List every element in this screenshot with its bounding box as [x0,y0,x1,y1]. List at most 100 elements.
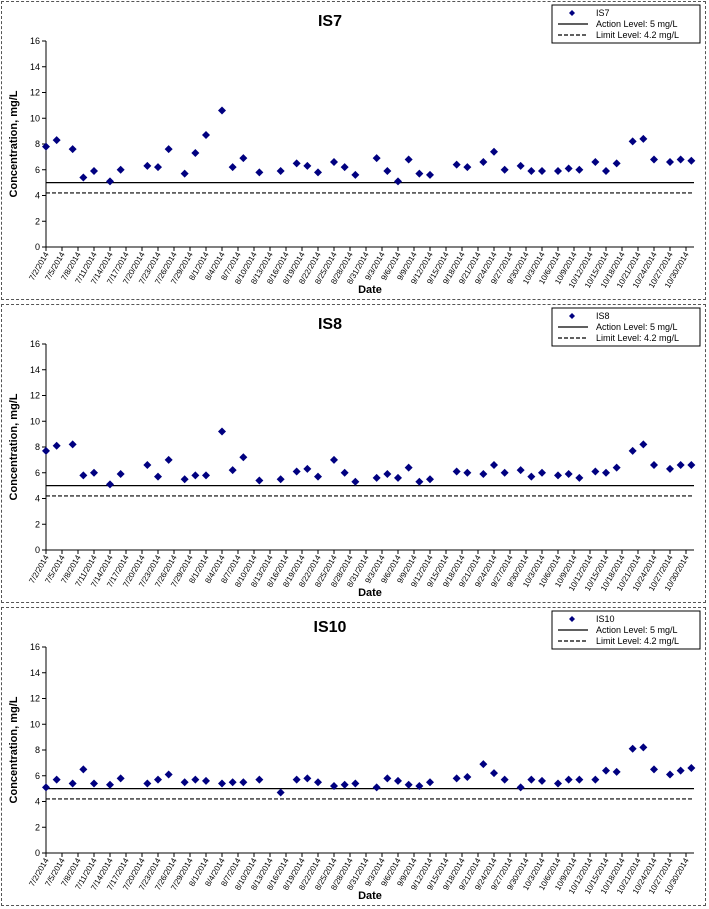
data-point [676,766,685,775]
data-point [218,779,226,788]
data-point [500,775,509,784]
data-point [452,467,461,476]
data-point [527,167,536,176]
data-point [68,145,77,154]
legend-entry: IS7 [596,8,610,18]
y-tick-label: 2 [35,519,40,529]
data-point [218,427,226,436]
data-point [154,472,162,481]
data-point [591,158,600,167]
data-point [666,158,674,167]
data-point [314,778,322,787]
data-point [164,455,173,464]
data-point [404,155,413,164]
data-point [564,164,573,173]
data-point [538,167,546,176]
data-point [68,440,77,449]
data-point [303,161,312,170]
legend-entry: IS8 [596,311,610,321]
data-point [351,170,360,179]
data-point [612,767,621,776]
y-tick-label: 8 [35,745,40,755]
data-point [276,788,285,797]
y-tick-label: 16 [30,642,40,652]
data-point [404,463,413,472]
y-tick-label: 0 [35,848,40,858]
data-point [554,779,562,788]
data-point [191,775,200,784]
y-tick-label: 10 [30,113,40,123]
y-tick-label: 12 [30,391,40,401]
data-point [239,778,248,787]
data-point [666,464,674,473]
y-tick-label: 4 [35,191,40,201]
y-tick-label: 10 [30,416,40,426]
y-tick-label: 14 [30,668,40,678]
data-point [426,475,434,484]
data-point [383,470,392,479]
y-tick-label: 8 [35,442,40,452]
data-point [116,165,125,174]
data-point [202,130,210,139]
legend-entry: Limit Level: 4.2 mg/L [596,30,679,40]
data-point [479,760,488,769]
data-point [490,769,498,778]
data-point [79,173,88,182]
data-point [154,775,162,784]
data-point [143,779,152,788]
y-tick-label: 0 [35,242,40,252]
legend-marker [569,313,575,319]
legend-entry: Limit Level: 4.2 mg/L [596,333,679,343]
data-point [180,475,189,484]
data-point [90,167,98,176]
data-point [628,446,637,455]
y-tick-label: 6 [35,771,40,781]
y-tick-label: 2 [35,216,40,226]
data-point [383,167,392,176]
data-point [239,154,248,163]
data-point [351,779,360,788]
data-point [516,161,525,170]
data-point [303,774,312,783]
data-point [639,134,648,143]
data-point [202,776,210,785]
data-point [612,159,621,168]
data-point [255,775,264,784]
data-point [116,470,125,479]
data-point [500,468,509,477]
data-point [602,766,610,775]
data-point [52,441,61,450]
y-axis-label: Concentration, mg/L [8,90,20,197]
x-axis-label: Date [358,284,382,296]
data-point [415,477,424,486]
data-point [676,155,685,164]
data-point [314,472,322,481]
data-point [79,765,88,774]
chart-panel-is10: IS10 Concentration, mg/L Date 0 2 4 6 8 10 12 14 16… [1,607,706,906]
data-point [426,778,434,787]
data-point [394,776,402,785]
chart-is10: IS10 Concentration, mg/L Date 0 2 4 6 8 10 12 14 16… [8,610,701,902]
data-point [650,765,658,774]
data-point [191,471,200,480]
data-point [191,149,200,158]
data-point [687,461,696,470]
data-point [292,775,301,784]
y-axis-label: Concentration, mg/L [8,393,20,500]
data-point [106,780,114,789]
data-point [90,468,98,477]
data-point [538,776,546,785]
data-point [394,473,402,482]
data-point [42,446,50,455]
chart-title: IS7 [318,13,342,30]
y-tick-label: 4 [35,797,40,807]
data-point [415,169,424,178]
data-point [490,147,498,156]
data-point [490,461,498,470]
data-point [591,467,600,476]
data-point [639,440,648,449]
chart-title: IS8 [318,316,342,333]
data-point [276,475,285,484]
data-point [340,780,349,789]
